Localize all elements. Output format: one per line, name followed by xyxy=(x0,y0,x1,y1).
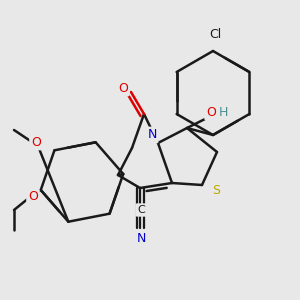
Text: N: N xyxy=(136,232,146,244)
Text: O: O xyxy=(28,190,38,203)
Text: O: O xyxy=(31,136,41,148)
Text: C: C xyxy=(137,205,145,215)
Text: O: O xyxy=(206,106,216,118)
Text: O: O xyxy=(118,82,128,94)
Text: S: S xyxy=(212,184,220,197)
Text: H: H xyxy=(218,106,228,118)
Text: N: N xyxy=(147,128,157,142)
Text: Cl: Cl xyxy=(209,28,221,41)
